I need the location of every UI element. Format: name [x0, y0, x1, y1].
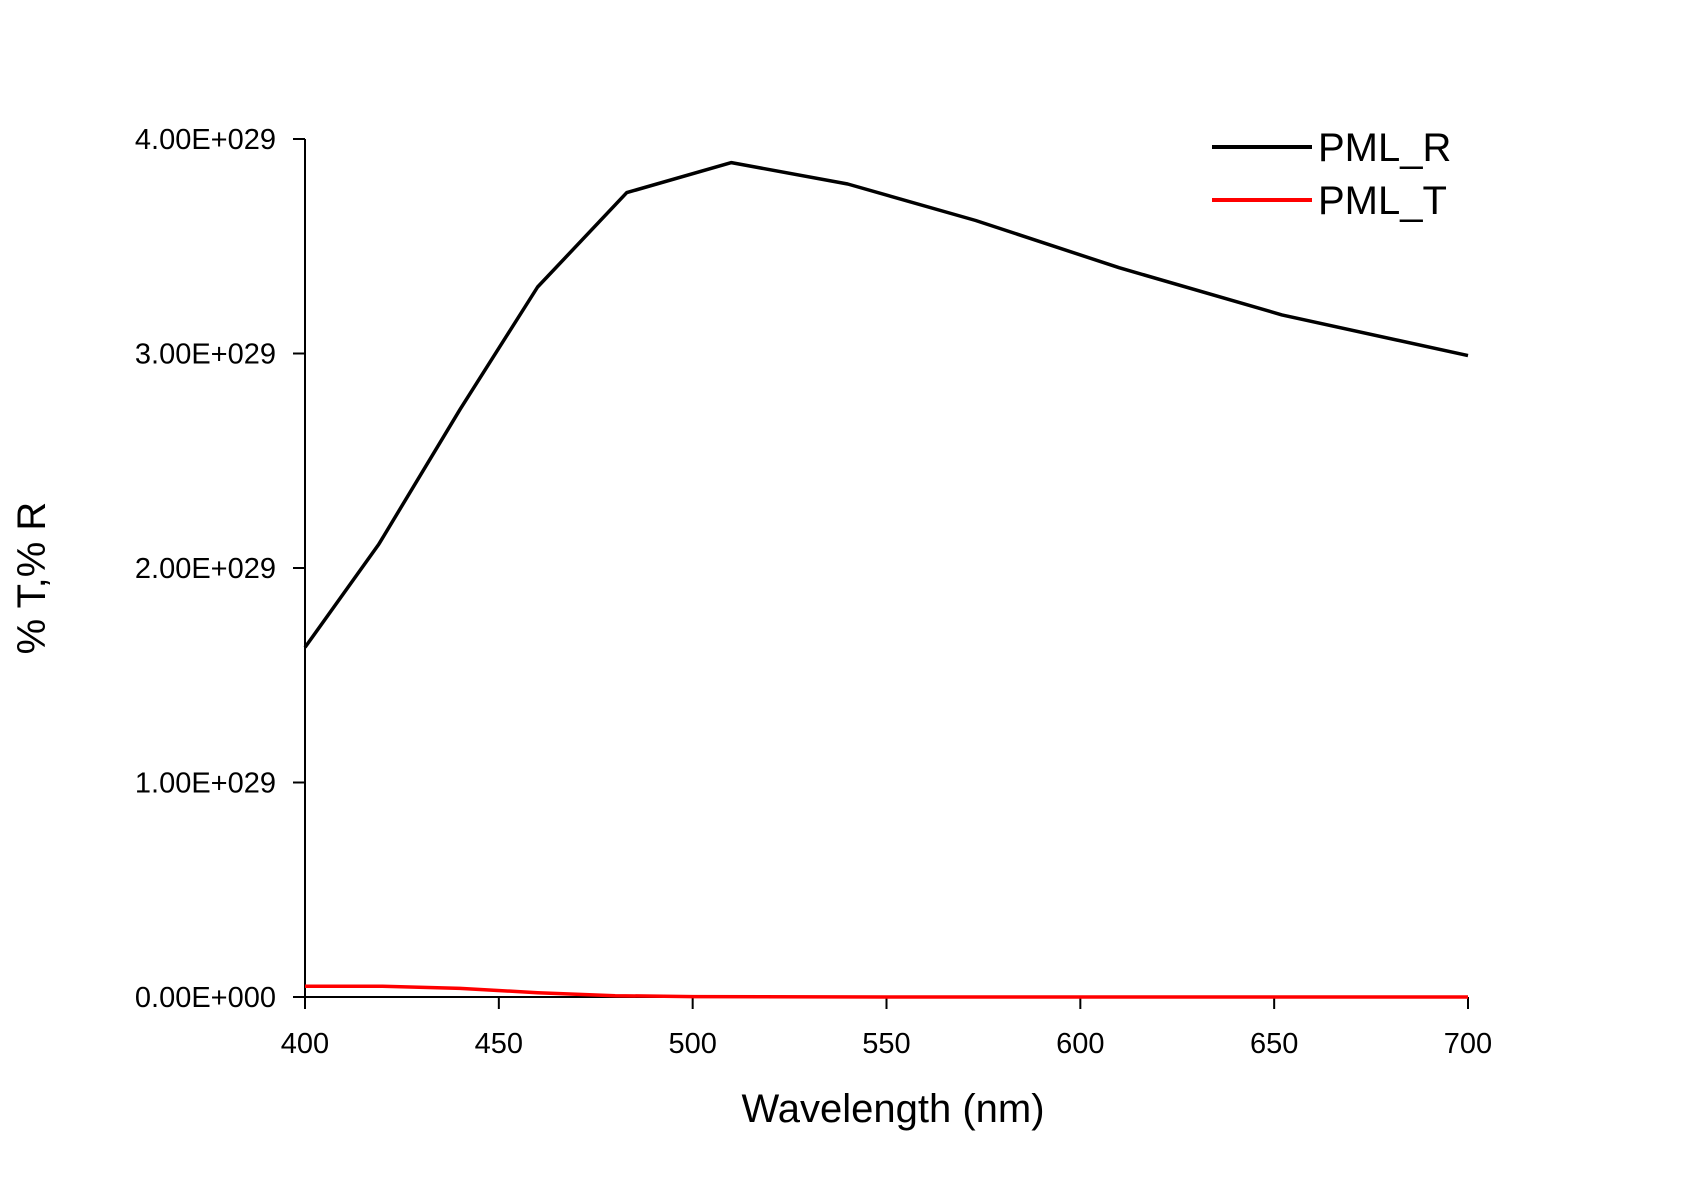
x-tick-label: 450: [475, 1028, 523, 1060]
legend-label: PML_R: [1318, 126, 1451, 170]
y-axis-title: % T,% R: [10, 502, 54, 655]
x-tick-label: 700: [1444, 1028, 1492, 1060]
x-tick-label: 650: [1250, 1028, 1298, 1060]
y-tick-label: 0.00E+000: [135, 982, 276, 1014]
x-tick-label: 400: [281, 1028, 329, 1060]
y-tick-label: 3.00E+029: [135, 339, 276, 371]
x-tick-label: 600: [1056, 1028, 1104, 1060]
x-axis-title: Wavelength (nm): [741, 1087, 1044, 1131]
series-line-pml-r: [303, 160, 1469, 649]
y-tick-label: 4.00E+029: [135, 124, 276, 156]
series-line-pml-t: [305, 984, 1468, 999]
legend: PML_R PML_T: [1212, 126, 1451, 223]
y-tick-label: 1.00E+029: [135, 768, 276, 800]
legend-label: PML_T: [1318, 179, 1447, 223]
x-tick-label: 550: [862, 1028, 910, 1060]
y-tick-label: 2.00E+029: [135, 553, 276, 585]
series-group: [303, 160, 1469, 999]
axes: 400 450 500 550 600 650 700 0.00E+000 1.00E+029 2…: [135, 124, 1492, 1060]
x-tick-label: 500: [668, 1028, 716, 1060]
